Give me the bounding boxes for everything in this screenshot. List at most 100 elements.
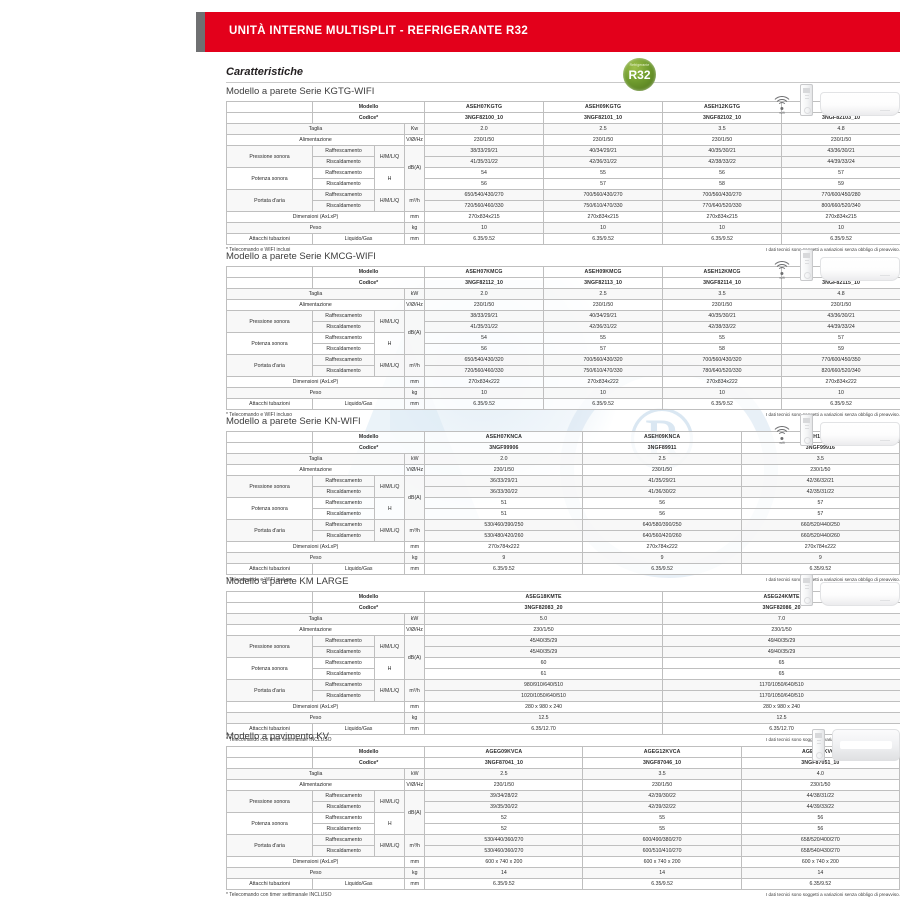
row-sublabel: Raffrescamento bbox=[313, 333, 375, 344]
cell: 42/35/31/22 bbox=[741, 487, 899, 498]
header-modello: Modello bbox=[313, 747, 425, 758]
row-label: Dimensioni (AxLxP) bbox=[227, 377, 405, 388]
cell: 530/480/420/260 bbox=[425, 531, 583, 542]
row-sublabel: Riscaldamento bbox=[313, 322, 375, 333]
cell: 3NGF82102_10 bbox=[663, 113, 782, 124]
row-unit: V/Ø/Hz bbox=[405, 300, 425, 311]
row-speed: H/M/L/Q bbox=[375, 791, 405, 813]
spec-block-kmcg: Modello a parete Serie KMCG-WIFI wifi Mo… bbox=[226, 251, 900, 424]
cell: 6.35/9.52 bbox=[544, 399, 663, 410]
cell: 6.35/9.52 bbox=[741, 879, 899, 890]
cell: 6.35/9.52 bbox=[663, 234, 782, 245]
cell: ASEH07KGTG bbox=[425, 102, 544, 113]
cell: 230/1/50 bbox=[544, 300, 663, 311]
cell: 3NGF82100_10 bbox=[425, 113, 544, 124]
remote-control-icon bbox=[800, 249, 813, 281]
cell: 270x834x222 bbox=[425, 377, 544, 388]
cell: 65 bbox=[663, 669, 900, 680]
row-sublabel: Raffrescamento bbox=[313, 680, 375, 691]
cell: 530/460/390/250 bbox=[425, 520, 583, 531]
cell: 54 bbox=[425, 168, 544, 179]
note-footnote: * Telecomando con timer settimanale INCL… bbox=[226, 892, 332, 898]
row-sublabel: Liquido/Gas bbox=[313, 564, 405, 575]
row-sublabel: Raffrescamento bbox=[313, 146, 375, 157]
cell: 56 bbox=[583, 498, 741, 509]
product-icons: wifi bbox=[771, 82, 900, 116]
cell: 9 bbox=[741, 553, 899, 564]
row-sublabel: Riscaldamento bbox=[313, 201, 375, 212]
cell: 280 x 980 x 240 bbox=[425, 702, 663, 713]
cell: 230/1/50 bbox=[663, 300, 782, 311]
cell: 700/560/430/270 bbox=[663, 190, 782, 201]
cell: 57 bbox=[782, 168, 900, 179]
row-unit: V/Ø/Hz bbox=[405, 780, 425, 791]
row-unit: kW bbox=[405, 614, 425, 625]
cell: 6.35/9.52 bbox=[544, 234, 663, 245]
row-unit: kg bbox=[405, 553, 425, 564]
table-row-model: Modello AGEG09KVCAAGEG12KVCAAGEG18KVCA bbox=[227, 747, 900, 758]
cell: 44/39/33/22 bbox=[741, 802, 899, 813]
note-disclaimer: I dati tecnici sono soggetti a variazion… bbox=[766, 892, 900, 897]
cell: 42/38/33/22 bbox=[663, 157, 782, 168]
row-unit: V/Ø/Hz bbox=[405, 625, 425, 636]
cell: 40/34/29/21 bbox=[544, 311, 663, 322]
row-sublabel: Raffrescamento bbox=[313, 311, 375, 322]
cell: 10 bbox=[663, 388, 782, 399]
cell: 640/560/420/260 bbox=[583, 531, 741, 542]
wall-unit-icon bbox=[820, 257, 900, 281]
cell: 270x784x222 bbox=[425, 542, 583, 553]
cell: 700/560/430/320 bbox=[663, 355, 782, 366]
row-sublabel: Riscaldamento bbox=[313, 344, 375, 355]
row-label: Taglia bbox=[227, 769, 405, 780]
row-label: Dimensioni (AxLxP) bbox=[227, 857, 405, 868]
cell: 230/1/50 bbox=[583, 465, 741, 476]
table-row-pressione-raffrescamento: Pressione sonora Raffrescamento H/M/L/Q … bbox=[227, 791, 900, 802]
cell: 230/1/50 bbox=[425, 465, 583, 476]
cell: 41/35/29/21 bbox=[583, 476, 741, 487]
cell: ASEH09KMCG bbox=[544, 267, 663, 278]
row-speed: H/M/L/Q bbox=[375, 680, 405, 702]
wifi-icon: wifi bbox=[771, 96, 793, 116]
cell: 6.35/9.52 bbox=[782, 234, 900, 245]
row-unit: kg bbox=[405, 713, 425, 724]
row-speed: H/M/L/Q bbox=[375, 355, 405, 377]
cell: 57 bbox=[782, 333, 900, 344]
cell: 49/40/35/29 bbox=[663, 636, 900, 647]
row-label: Attacchi tubazioni bbox=[227, 234, 313, 245]
cell: 270x834x215 bbox=[663, 212, 782, 223]
cell: 230/1/50 bbox=[741, 780, 899, 791]
row-sublabel: Liquido/Gas bbox=[313, 234, 405, 245]
cell: 3NGF82101_10 bbox=[544, 113, 663, 124]
header-codice: Codice* bbox=[313, 278, 425, 289]
cell: ASEH07KNCA bbox=[425, 432, 583, 443]
header-codice: Codice* bbox=[313, 758, 425, 769]
row-label: Attacchi tubazioni bbox=[227, 564, 313, 575]
row-label: Alimentazione bbox=[227, 135, 405, 146]
row-unit: dB(A) bbox=[405, 636, 425, 680]
row-label: Peso bbox=[227, 868, 405, 879]
cell: 42/39/32/22 bbox=[583, 802, 741, 813]
cell: 600/490/380/270 bbox=[583, 835, 741, 846]
cell: 660/520/440/250 bbox=[741, 520, 899, 531]
row-sublabel: Riscaldamento bbox=[313, 846, 375, 857]
cell: 230/1/50 bbox=[544, 135, 663, 146]
cell: 230/1/50 bbox=[663, 135, 782, 146]
row-sublabel: Riscaldamento bbox=[313, 647, 375, 658]
cell: 600 x 740 x 200 bbox=[741, 857, 899, 868]
cell: 57 bbox=[544, 179, 663, 190]
cell: 41/35/31/22 bbox=[425, 157, 544, 168]
cell: 640/580/390/250 bbox=[583, 520, 741, 531]
table-row-attacchi: Attacchi tubazioni Liquido/Gas mm 6.35/9… bbox=[227, 399, 900, 410]
